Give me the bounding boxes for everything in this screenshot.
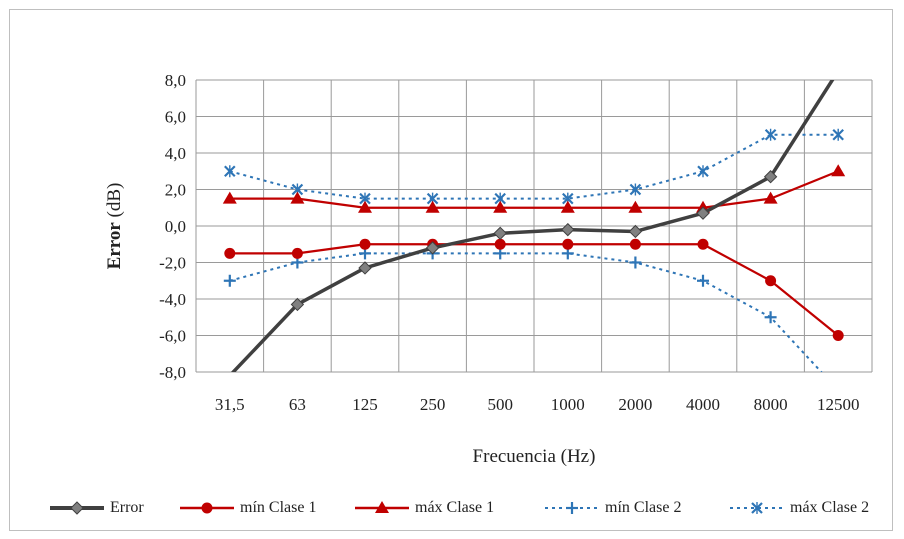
legend-item-min-clase-2: mín Clase 2 [543, 492, 681, 524]
x-tick-label: 4000 [686, 395, 720, 414]
x-tick-label: 125 [352, 395, 378, 414]
y-axis-title-unit: (dB) [104, 183, 125, 223]
legend-label: mín Clase 1 [240, 499, 317, 516]
data-point [696, 206, 710, 220]
data-point [832, 330, 844, 341]
legend-label: máx Clase 2 [790, 499, 870, 516]
legend-swatch-min-clase-2 [545, 502, 599, 514]
y-tick-label: -6,0 [159, 327, 186, 346]
y-tick-label: 8,0 [165, 71, 186, 90]
x-tick-label: 2000 [618, 395, 652, 414]
y-tick-label: -8,0 [159, 363, 186, 382]
data-point [224, 165, 236, 178]
x-tick-label: 63 [289, 395, 306, 414]
data-point [764, 128, 777, 141]
data-point [358, 200, 372, 213]
y-tick-label: 4,0 [165, 144, 186, 163]
data-point [222, 191, 237, 204]
data-point [359, 238, 371, 250]
legend-label: máx Clase 1 [415, 499, 495, 516]
data-point [629, 256, 642, 269]
data-point [561, 222, 575, 237]
data-point [560, 200, 575, 213]
data-point [628, 224, 643, 239]
error-frequency-chart: 8,0 6,0 4,0 2,0 0,0 -2,0 -4,0 -6,0 -8,0 31,5 63 125… [104, 71, 873, 467]
series-máx-clase-1 [222, 164, 846, 213]
series-line [230, 80, 835, 372]
data-point [629, 238, 641, 250]
x-tick-label: 8000 [754, 395, 788, 414]
data-point [628, 200, 643, 213]
legend-item-max-clase-2: máx Clase 2 [728, 492, 869, 524]
series-line [229, 243, 839, 337]
legend-item-max-clase-1: máx Clase 1 [353, 492, 494, 524]
data-point [290, 297, 305, 312]
y-tick-label: 0,0 [165, 217, 186, 236]
data-point [223, 274, 236, 287]
data-point [831, 164, 846, 177]
data-point [697, 238, 709, 250]
data-point [562, 238, 574, 250]
y-tick-label: -2,0 [159, 254, 186, 273]
data-point [832, 128, 844, 141]
series-error [230, 80, 835, 372]
legend-swatch-max-clase-2 [730, 502, 784, 514]
data-point [763, 170, 778, 184]
data-point [697, 165, 709, 178]
data-point [493, 200, 508, 213]
data-point [493, 226, 507, 241]
legend-label: Error [110, 499, 144, 516]
data-point [290, 191, 305, 204]
x-axis-title: Frecuencia (Hz) [473, 446, 596, 467]
data-point [763, 191, 778, 204]
series-line [229, 170, 839, 209]
x-tick-label: 500 [487, 395, 513, 414]
data-point [291, 247, 303, 259]
y-tick-label: 2,0 [165, 181, 186, 200]
data-point [764, 311, 777, 324]
legend-item-min-clase-1: mín Clase 1 [178, 492, 316, 524]
legend-swatch-min-clase-1 [180, 502, 234, 514]
y-tick-label: -4,0 [159, 290, 186, 309]
data-point [224, 247, 236, 259]
data-point [425, 200, 440, 213]
data-point [629, 183, 642, 196]
series-mín-clase-1 [224, 238, 844, 341]
data-point [765, 275, 777, 287]
data-point [697, 274, 709, 287]
x-tick-label: 31,5 [215, 395, 245, 414]
chart-frame: 8,0 6,0 4,0 2,0 0,0 -2,0 -4,0 -6,0 -8,0 31,5 63 125… [9, 9, 893, 531]
y-axis-title: Error (dB) [104, 183, 125, 270]
legend-swatch-max-clase-1 [355, 501, 409, 513]
data-point [425, 241, 440, 255]
legend-swatch-error [50, 501, 104, 515]
legend-label: mín Clase 2 [605, 499, 682, 516]
x-tick-label: 12500 [817, 395, 860, 414]
data-point [358, 261, 372, 275]
y-axis-title-bold: Error [104, 222, 125, 270]
y-tick-label: 6,0 [165, 108, 186, 127]
chart-legend: Error mín Clase 1 máx Clase 1 mín Clase … [40, 492, 890, 524]
x-tick-label: 250 [420, 395, 446, 414]
legend-item-error: Error [48, 492, 144, 524]
x-tick-label: 1000 [551, 395, 585, 414]
data-point [494, 238, 506, 250]
